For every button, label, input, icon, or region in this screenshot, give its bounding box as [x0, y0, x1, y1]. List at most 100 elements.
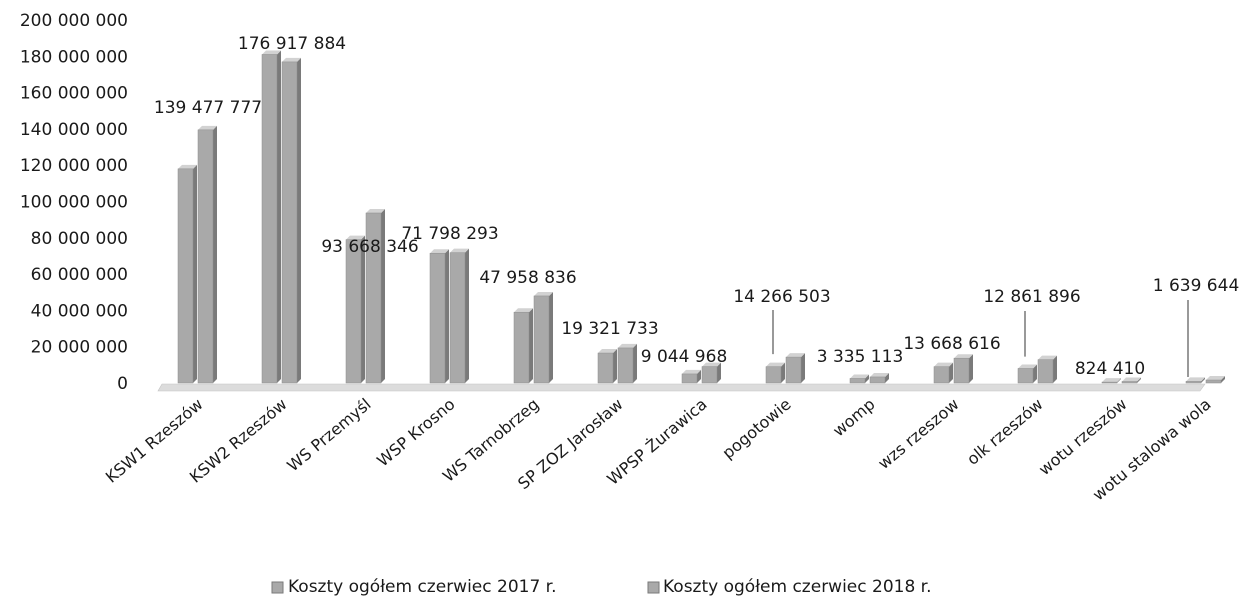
bar: [177, 164, 197, 384]
bar: [449, 248, 469, 384]
bar-front-2017: [849, 378, 866, 384]
bar: [869, 372, 889, 384]
category-label: pogotowie: [719, 395, 795, 463]
bar-front-2018: [785, 356, 802, 384]
y-tick-label: 200 000 000: [20, 11, 128, 31]
bar-top: [366, 208, 385, 213]
bar-top: [262, 50, 281, 55]
y-tick-label: 160 000 000: [20, 84, 128, 104]
bar: [1101, 378, 1121, 384]
bar: [281, 57, 301, 384]
category-label: wzs rzeszow: [874, 395, 962, 473]
y-tick-label: 120 000 000: [20, 156, 128, 176]
bar-top: [198, 125, 217, 130]
bar-side: [213, 125, 217, 383]
bar-top: [450, 248, 469, 253]
y-tick-label: 0: [117, 374, 128, 394]
bar: [1037, 355, 1057, 384]
y-tick-label: 180 000 000: [20, 47, 128, 67]
bar-side: [801, 353, 805, 383]
bar-side: [193, 164, 197, 383]
bar: [849, 374, 869, 384]
data-label: 824 410: [1075, 359, 1145, 379]
bar-top: [786, 353, 805, 358]
bar: [701, 362, 721, 384]
bar-front-2018: [365, 212, 382, 384]
bar-front-2017: [1017, 368, 1034, 384]
bar-top: [514, 308, 533, 313]
bar-front-2017: [261, 54, 278, 384]
legend: Koszty ogółem czerwiec 2017 r. Koszty og…: [271, 577, 932, 597]
bar-top: [1186, 377, 1205, 382]
bar-front-2018: [281, 61, 298, 384]
bar-top: [850, 374, 869, 379]
bar-side: [445, 249, 449, 383]
data-label: 71 798 293: [401, 224, 498, 244]
data-label: 139 477 777: [154, 98, 262, 118]
bar: [785, 353, 805, 384]
bar-front-2018: [617, 347, 634, 384]
bar-side: [381, 208, 385, 383]
bar-side: [1201, 377, 1205, 383]
bar-front-2018: [1205, 379, 1222, 384]
bar-top: [954, 354, 973, 359]
legend-swatch-2018: [647, 581, 660, 594]
bar-top: [282, 57, 301, 62]
bar-side: [633, 343, 637, 383]
y-tick-label: 60 000 000: [31, 265, 128, 285]
bar-side: [969, 354, 973, 383]
y-tick-label: 20 000 000: [31, 338, 128, 358]
bar-side: [529, 308, 533, 383]
bar-front-2017: [429, 252, 446, 384]
bar-front-2018: [953, 357, 970, 384]
legend-label-2018: Koszty ogółem czerwiec 2018 r.: [663, 577, 932, 597]
bar-side: [865, 374, 869, 383]
bar-side: [1117, 378, 1121, 383]
bar-top: [618, 343, 637, 348]
bar-top: [1038, 355, 1057, 360]
bars: [177, 50, 1225, 384]
bar: [429, 249, 449, 384]
bar-side: [297, 57, 301, 383]
bar-front-2017: [597, 352, 614, 384]
bar-front-2018: [197, 129, 214, 384]
bar: [953, 354, 973, 384]
bar-top: [766, 362, 785, 367]
bar-side: [949, 362, 953, 383]
y-tick-label: 100 000 000: [20, 193, 128, 213]
bar-side: [549, 291, 553, 383]
bar-top: [1206, 376, 1225, 381]
bar-front-2018: [701, 366, 718, 384]
category-label: WSP Krosno: [373, 395, 458, 471]
bar: [1121, 377, 1141, 384]
data-label: 47 958 836: [479, 268, 576, 288]
bar-front-2017: [345, 239, 362, 384]
bar: [597, 349, 617, 384]
data-label: 13 668 616: [903, 334, 1000, 354]
y-tick-label: 80 000 000: [31, 229, 128, 249]
data-label: 9 044 968: [641, 347, 728, 367]
bar-front-2017: [513, 311, 530, 384]
bar: [1205, 376, 1225, 384]
bar-front-2018: [1037, 359, 1054, 384]
bar: [681, 369, 701, 384]
bar: [513, 308, 533, 384]
data-label: 93 668 346: [321, 237, 418, 257]
bar-front-2017: [765, 366, 782, 384]
legend-swatch-2017: [271, 581, 284, 594]
floor-plane: [157, 383, 1206, 392]
bar-side: [465, 248, 469, 383]
bar-top: [702, 362, 721, 367]
bar: [1185, 377, 1205, 384]
bar-top: [178, 164, 197, 169]
bar-top: [1018, 364, 1037, 369]
bar: [933, 362, 953, 384]
bar-front-2017: [681, 373, 698, 384]
bar-side: [717, 362, 721, 383]
data-label: 12 861 896: [983, 287, 1080, 307]
bar: [1017, 364, 1037, 384]
data-label: 3 335 113: [817, 347, 904, 367]
data-label: 1 639 644: [1153, 276, 1240, 296]
